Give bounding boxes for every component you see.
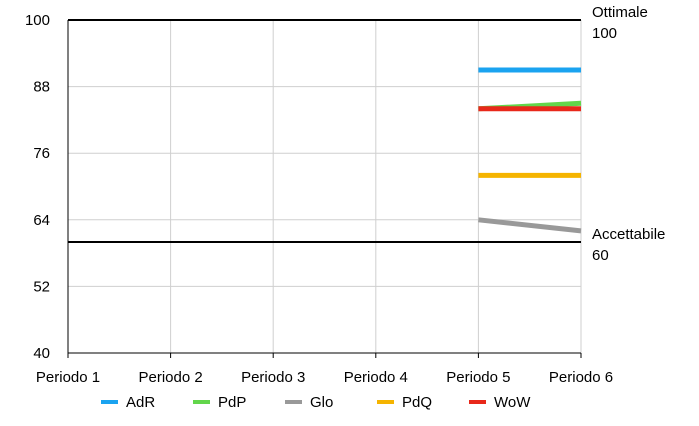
y-tick-label: 52 <box>33 278 50 295</box>
x-tick-label: Periodo 3 <box>241 369 305 386</box>
y-tick-label: 64 <box>33 212 50 229</box>
x-tick-label: Periodo 2 <box>138 369 202 386</box>
x-tick-label: Periodo 5 <box>446 369 510 386</box>
x-axis-ticks: Periodo 1 Periodo 2 Periodo 3 Periodo 4 Peri… <box>36 353 613 386</box>
legend-label: Glo <box>310 394 333 411</box>
legend-label: PdP <box>218 394 246 411</box>
reference-lines: Ottimale 100 Accettabile 60 <box>68 4 665 264</box>
reference-label: Accettabile <box>592 226 665 243</box>
x-tick-label: Periodo 4 <box>344 369 408 386</box>
legend-label: AdR <box>126 394 155 411</box>
y-axis-ticks: 40 52 64 76 88 100 <box>25 12 50 362</box>
reference-label: Ottimale <box>592 4 648 21</box>
x-tick-label: Periodo 1 <box>36 369 100 386</box>
legend-label: WoW <box>494 394 531 411</box>
x-tick-label: Periodo 6 <box>549 369 613 386</box>
series-line-glo <box>478 217 582 234</box>
reference-value-label: 60 <box>592 247 609 264</box>
legend-label: PdQ <box>402 394 432 411</box>
series-lines <box>478 67 582 234</box>
reference-value-label: 100 <box>592 25 617 42</box>
y-tick-label: 88 <box>33 79 50 96</box>
y-tick-label: 100 <box>25 12 50 29</box>
y-tick-label: 40 <box>33 345 50 362</box>
axes <box>67 20 581 354</box>
legend: AdR PdP Glo PdQ WoW <box>101 394 531 411</box>
y-tick-label: 76 <box>33 145 50 162</box>
